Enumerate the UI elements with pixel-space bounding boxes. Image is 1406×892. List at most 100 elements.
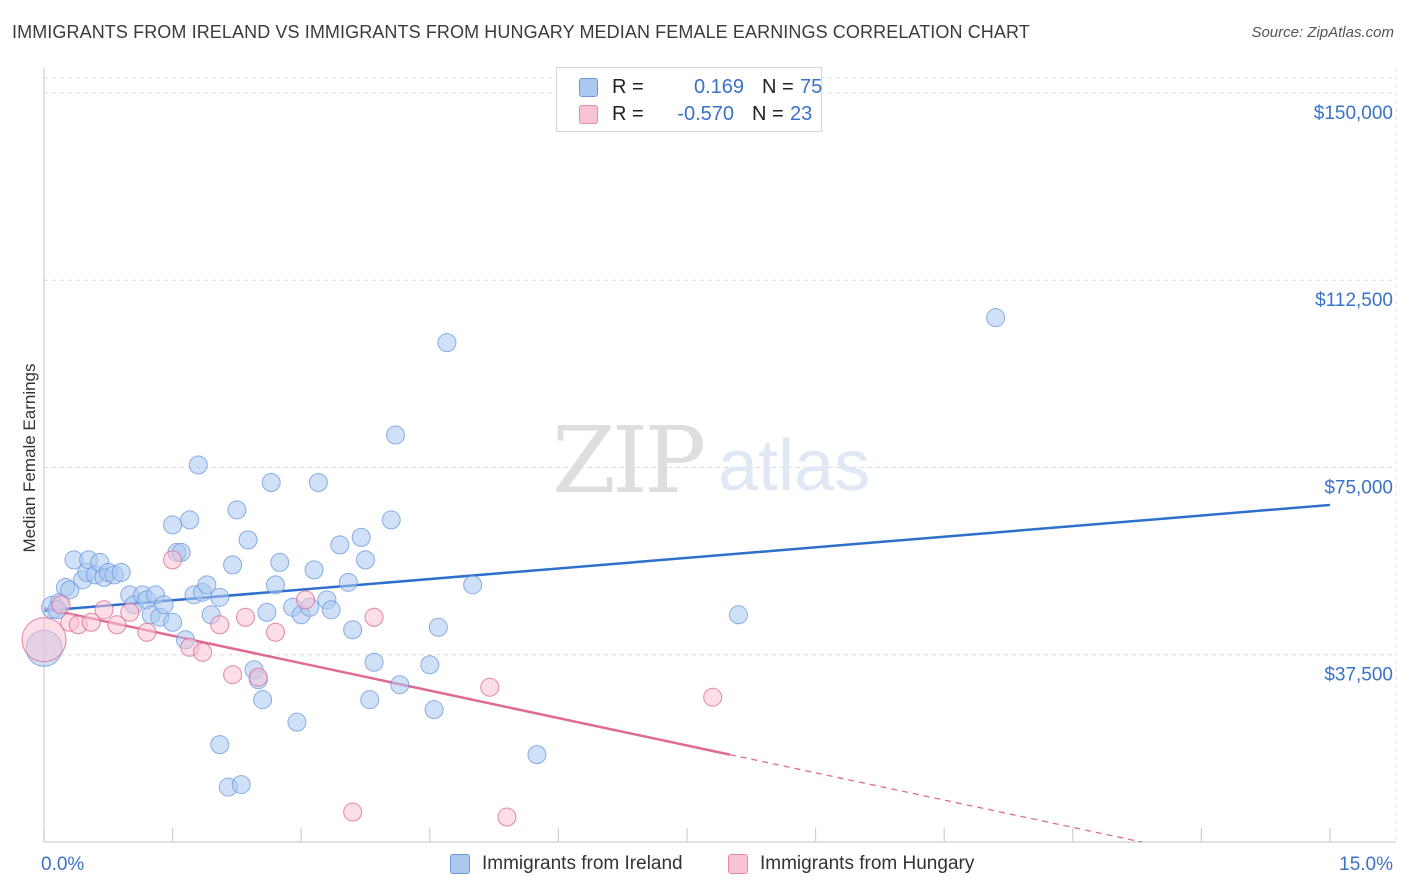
point-ireland (253, 690, 273, 710)
point-hungary (364, 607, 384, 627)
point-ireland (463, 575, 483, 595)
point-ireland (986, 308, 1006, 328)
point-hungary (51, 595, 71, 615)
point-hungary (248, 667, 268, 687)
legend-n-label: N = (762, 75, 794, 98)
legend-r-label: R = (612, 102, 644, 125)
trend-line-hungary (43, 607, 731, 756)
bottom-legend-ireland: Immigrants from Ireland (450, 851, 683, 877)
legend-n-value: 23 (790, 102, 813, 125)
x-tick-label-min: 0.0% (41, 854, 84, 875)
point-ireland (424, 700, 444, 720)
point-hungary (107, 615, 127, 635)
legend-row-hungary: R = -0.570 N = 23 (579, 101, 812, 127)
legend-n-value: 75 (800, 75, 823, 98)
point-ireland (420, 655, 440, 675)
point-ireland (60, 580, 80, 600)
y-tick-label: $112,500 (1315, 290, 1393, 311)
point-ireland (270, 552, 290, 572)
point-ireland (428, 617, 448, 637)
point-hungary (265, 622, 285, 642)
point-ireland (238, 530, 258, 550)
point-ireland (154, 595, 174, 615)
point-hungary (193, 642, 213, 662)
point-ireland (356, 550, 375, 570)
legend-row-ireland: R = 0.169 N = 75 (579, 74, 822, 100)
point-ireland (343, 620, 363, 640)
point-ireland (210, 587, 230, 607)
point-ireland (223, 555, 243, 575)
point-ireland (231, 775, 251, 795)
point-ireland (197, 575, 217, 595)
point-ireland (360, 690, 380, 710)
point-ireland (308, 472, 328, 492)
legend-r-value: 0.169 (693, 75, 744, 98)
trend-lines (43, 503, 1331, 843)
point-hungary (343, 802, 363, 822)
point-ireland (261, 472, 281, 492)
y-tick-label: $150,000 (1314, 103, 1393, 124)
trend-line-hungary-extension (729, 753, 1142, 843)
point-hungary (163, 550, 183, 570)
point-ireland (163, 515, 183, 535)
point-ireland (321, 600, 341, 620)
point-hungary (480, 677, 500, 697)
correlation-legend: R = 0.169 N = 75 R = -0.570 N = 23 (556, 67, 822, 132)
point-ireland (163, 612, 183, 632)
point-ireland (287, 712, 307, 732)
tick-labels: $37,500 $75,000 $112,500 $150,000 0.0% 15.0% (41, 103, 1393, 875)
point-ireland (728, 605, 748, 625)
point-ireland (527, 745, 547, 765)
legend-swatch-hungary (579, 104, 598, 124)
point-ireland (180, 510, 200, 530)
watermark-zip: ZIP (552, 407, 703, 514)
bottom-legend-label-ireland: Immigrants from Ireland (482, 853, 683, 874)
y-tick-label: $37,500 (1324, 665, 1393, 686)
point-hungary (120, 602, 140, 622)
bottom-legend-hungary: Immigrants from Hungary (728, 851, 974, 877)
point-hungary (210, 615, 230, 635)
point-ireland (437, 333, 457, 353)
point-ireland (265, 575, 285, 595)
point-ireland (257, 602, 277, 622)
legend-r-label: R = (612, 75, 644, 98)
point-ireland (330, 535, 350, 555)
point-ireland (338, 572, 358, 592)
point-ireland (381, 510, 401, 530)
x-tick-label-max: 15.0% (1339, 854, 1393, 875)
watermark: ZIP atlas (552, 407, 870, 514)
trend-line-ireland (43, 503, 1331, 613)
point-ireland (304, 560, 324, 580)
point-ireland (210, 735, 230, 755)
source-label: Source: ZipAtlas.com (1251, 24, 1394, 41)
point-hungary (81, 612, 101, 632)
watermark-atlas: atlas (718, 426, 870, 506)
legend-n-label: N = (752, 102, 784, 125)
legend-swatch-ireland (579, 77, 598, 97)
point-hungary (703, 687, 723, 707)
point-ireland (188, 455, 208, 475)
point-hungary (295, 590, 315, 610)
y-tick-label: $75,000 (1324, 477, 1393, 498)
legend-r-value: -0.570 (677, 102, 734, 125)
chart-title: IMMIGRANTS FROM IRELAND VS IMMIGRANTS FR… (12, 22, 1030, 42)
bottom-legend-label-hungary: Immigrants from Hungary (760, 853, 975, 874)
bottom-legend-swatch-ireland (450, 854, 470, 874)
point-hungary (137, 622, 157, 642)
point-ireland (364, 652, 384, 672)
bottom-legend-swatch-hungary (728, 854, 748, 874)
point-ireland (386, 425, 406, 445)
point-ireland (111, 562, 131, 582)
point-hungary (21, 617, 67, 663)
axes (43, 68, 1396, 843)
point-ireland (227, 500, 247, 520)
point-hungary (223, 665, 243, 685)
point-hungary (94, 600, 114, 620)
point-hungary (497, 807, 517, 827)
data-points (21, 308, 1006, 827)
point-hungary (235, 607, 255, 627)
point-ireland (351, 527, 371, 547)
y-axis-label: Median Female Earnings (20, 364, 39, 553)
point-ireland (390, 675, 410, 695)
